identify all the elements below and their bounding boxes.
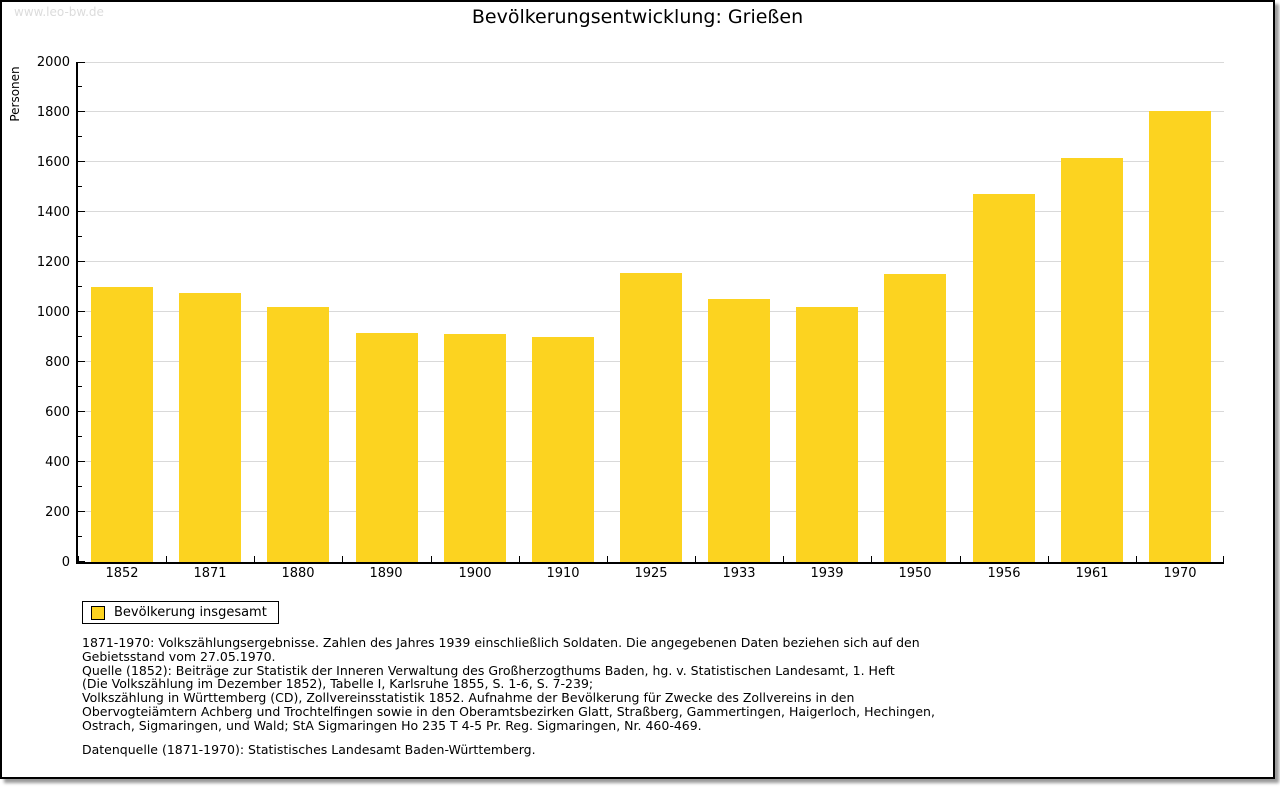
x-boundary-tick (1223, 556, 1224, 562)
bar-1939 (796, 307, 858, 562)
x-tick-label: 1939 (810, 566, 844, 581)
y-tick-label: 2000 (36, 55, 70, 70)
bar-1900 (444, 334, 506, 562)
y-tick-label: 800 (45, 355, 70, 370)
y-minor-tick (78, 186, 82, 187)
x-tick-label: 1961 (1075, 566, 1109, 581)
y-minor-tick (78, 286, 82, 287)
y-tick-label: 1400 (36, 205, 70, 220)
x-tick-label: 1970 (1163, 566, 1197, 581)
y-tick-label: 1600 (36, 155, 70, 170)
bar-1950 (884, 274, 946, 562)
x-tick-label: 1950 (898, 566, 932, 581)
y-major-tick (78, 561, 85, 562)
bar-1961 (1061, 158, 1123, 562)
y-major-tick (78, 461, 85, 462)
y-major-tick (78, 62, 85, 63)
x-boundary-tick (254, 556, 255, 562)
x-tick-label: 1900 (458, 566, 492, 581)
x-boundary-tick (871, 556, 872, 562)
plot-area (76, 62, 1224, 564)
bar-1890 (356, 333, 418, 562)
x-tick-label: 1871 (193, 566, 227, 581)
y-minor-tick (78, 86, 82, 87)
y-axis-tick-labels: 0 200 400 600 800 1000 1200 1400 1600 1800 2000 (2, 55, 70, 570)
x-tick-label: 1925 (634, 566, 668, 581)
y-major-tick (78, 261, 85, 262)
y-minor-tick (78, 136, 82, 137)
x-tick-label: 1910 (546, 566, 580, 581)
x-boundary-tick (1048, 556, 1049, 562)
y-tick-label: 0 (61, 555, 70, 570)
y-major-tick (78, 411, 85, 412)
x-boundary-tick (342, 556, 343, 562)
y-tick-label: 1200 (36, 255, 70, 270)
y-tick-label: 200 (45, 505, 70, 520)
chart-notes: 1871-1970: Volkszählungsergebnisse. Zahl… (82, 635, 935, 733)
x-boundary-tick (78, 556, 79, 562)
x-boundary-tick (783, 556, 784, 562)
x-boundary-tick (960, 556, 961, 562)
y-minor-tick (78, 536, 82, 537)
legend-label: Bevölkerung insgesamt (114, 605, 267, 620)
y-minor-tick (78, 236, 82, 237)
page-title: Bevölkerungsentwicklung: Grießen (471, 6, 804, 28)
x-boundary-tick (431, 556, 432, 562)
legend: Bevölkerung insgesamt (82, 601, 279, 624)
gridline (78, 62, 1224, 63)
y-major-tick (78, 111, 85, 112)
bar-1970 (1149, 111, 1211, 562)
y-tick-label: 400 (45, 455, 70, 470)
bar-1933 (708, 299, 770, 562)
x-tick-label: 1852 (105, 566, 139, 581)
x-tick-label: 1880 (281, 566, 315, 581)
bar-1925 (620, 273, 682, 562)
bar-1880 (267, 307, 329, 562)
y-minor-tick (78, 386, 82, 387)
bar-1910 (532, 337, 594, 562)
x-tick-label: 1890 (369, 566, 403, 581)
gridline (78, 261, 1224, 262)
y-minor-tick (78, 336, 82, 337)
y-major-tick (78, 211, 85, 212)
legend-swatch-icon (91, 605, 105, 620)
y-tick-label: 1800 (36, 105, 70, 120)
x-boundary-tick (1136, 556, 1137, 562)
x-tick-label: 1956 (987, 566, 1021, 581)
y-minor-tick (78, 436, 82, 437)
x-axis-tick-labels: 1852 1871 1880 1890 1900 1910 1925 1933 1939 1950… (78, 566, 1224, 584)
data-source-note: Datenquelle (1871-1970): Statistisches L… (82, 742, 536, 757)
bar-1956 (973, 194, 1035, 562)
y-tick-label: 1000 (36, 305, 70, 320)
x-tick-label: 1933 (722, 566, 756, 581)
y-major-tick (78, 311, 85, 312)
x-boundary-tick (695, 556, 696, 562)
gridline (78, 161, 1224, 162)
y-minor-tick (78, 486, 82, 487)
x-boundary-tick (607, 556, 608, 562)
x-boundary-tick (166, 556, 167, 562)
y-major-tick (78, 361, 85, 362)
watermark: www.leo-bw.de (14, 5, 104, 19)
bar-1871 (179, 293, 241, 562)
x-boundary-tick (519, 556, 520, 562)
gridline (78, 111, 1224, 112)
bar-1852 (91, 287, 153, 562)
y-tick-label: 600 (45, 405, 70, 420)
y-major-tick (78, 511, 85, 512)
y-major-tick (78, 161, 85, 162)
gridline (78, 211, 1224, 212)
